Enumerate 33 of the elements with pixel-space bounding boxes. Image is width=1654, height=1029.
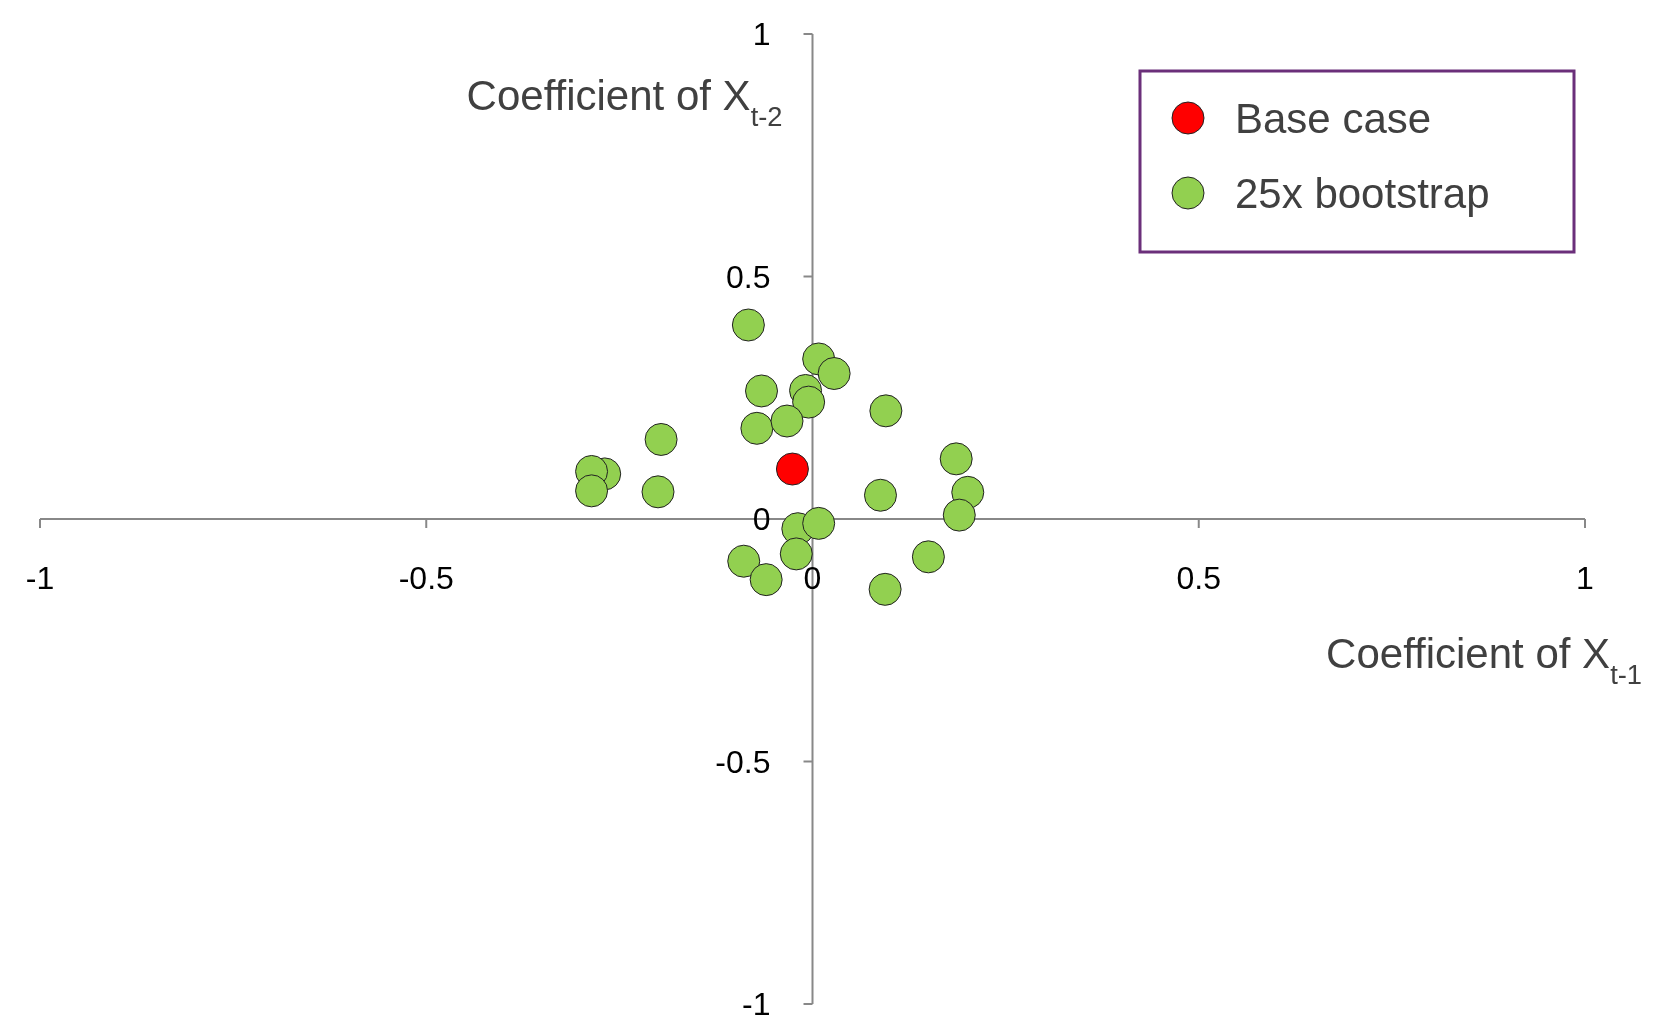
- point: [775, 452, 809, 486]
- y-tick-label: 0: [752, 501, 771, 537]
- y-tick-label: -1: [742, 986, 771, 1022]
- y-axis-title: Coefficient of X$_{t-2}$: [466, 72, 783, 132]
- point: [817, 357, 851, 390]
- x-tick-label: 0: [803, 560, 822, 596]
- point: [740, 411, 774, 445]
- legend-label: Base case: [1235, 95, 1432, 142]
- point: [792, 385, 826, 419]
- point: [644, 422, 678, 456]
- point: [641, 475, 675, 509]
- x-tick-label: -1: [25, 560, 55, 596]
- y-tick-label: 1: [752, 16, 771, 52]
- point: [727, 544, 761, 578]
- y-tick-label: 0.5: [726, 258, 771, 295]
- point: [939, 442, 973, 476]
- point: [745, 374, 779, 408]
- x-axis-title: Coefficient of X$_{t-1}$: [1326, 630, 1642, 690]
- point: [942, 498, 976, 532]
- x-tick-label: 0.5: [1176, 560, 1221, 596]
- point: [749, 563, 783, 597]
- legend-label: 25x bootstrap: [1235, 170, 1490, 217]
- point: [868, 572, 902, 606]
- y-tick-label: -0.5: [715, 743, 771, 780]
- point: [575, 474, 609, 508]
- point: [731, 308, 765, 342]
- point: [863, 478, 897, 512]
- point: [770, 404, 804, 438]
- point: [911, 540, 945, 574]
- x-tick-label: 1: [1576, 560, 1594, 596]
- point: [802, 506, 836, 540]
- x-tick-label: -0.5: [398, 560, 454, 596]
- point: [869, 394, 903, 428]
